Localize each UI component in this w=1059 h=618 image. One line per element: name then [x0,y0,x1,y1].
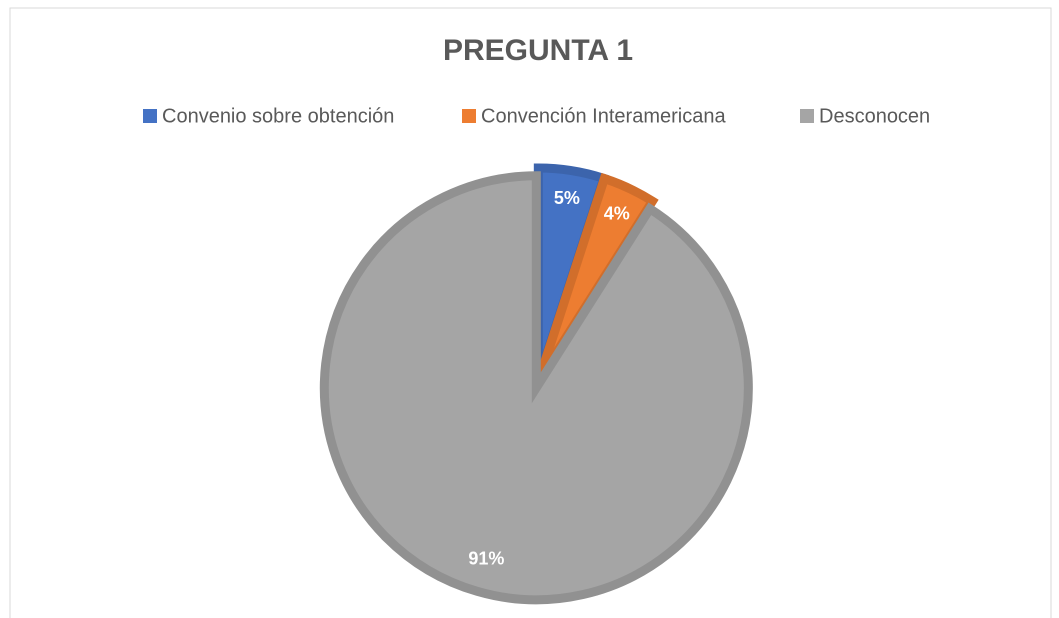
pie-slice [534,172,659,383]
data-label: 5% [554,188,580,208]
data-label: 4% [604,203,630,223]
legend-label: Desconocen [819,105,930,127]
pie-slice [319,171,753,605]
legend-label: Convenio sobre obtención [162,105,394,127]
data-label: 91% [468,548,504,568]
legend-swatch [143,109,157,123]
chart-title: PREGUNTA 1 [443,34,633,67]
legend-swatch [462,109,476,123]
legend-label: Convención Interamericana [481,105,726,127]
legend-swatch [800,109,814,123]
